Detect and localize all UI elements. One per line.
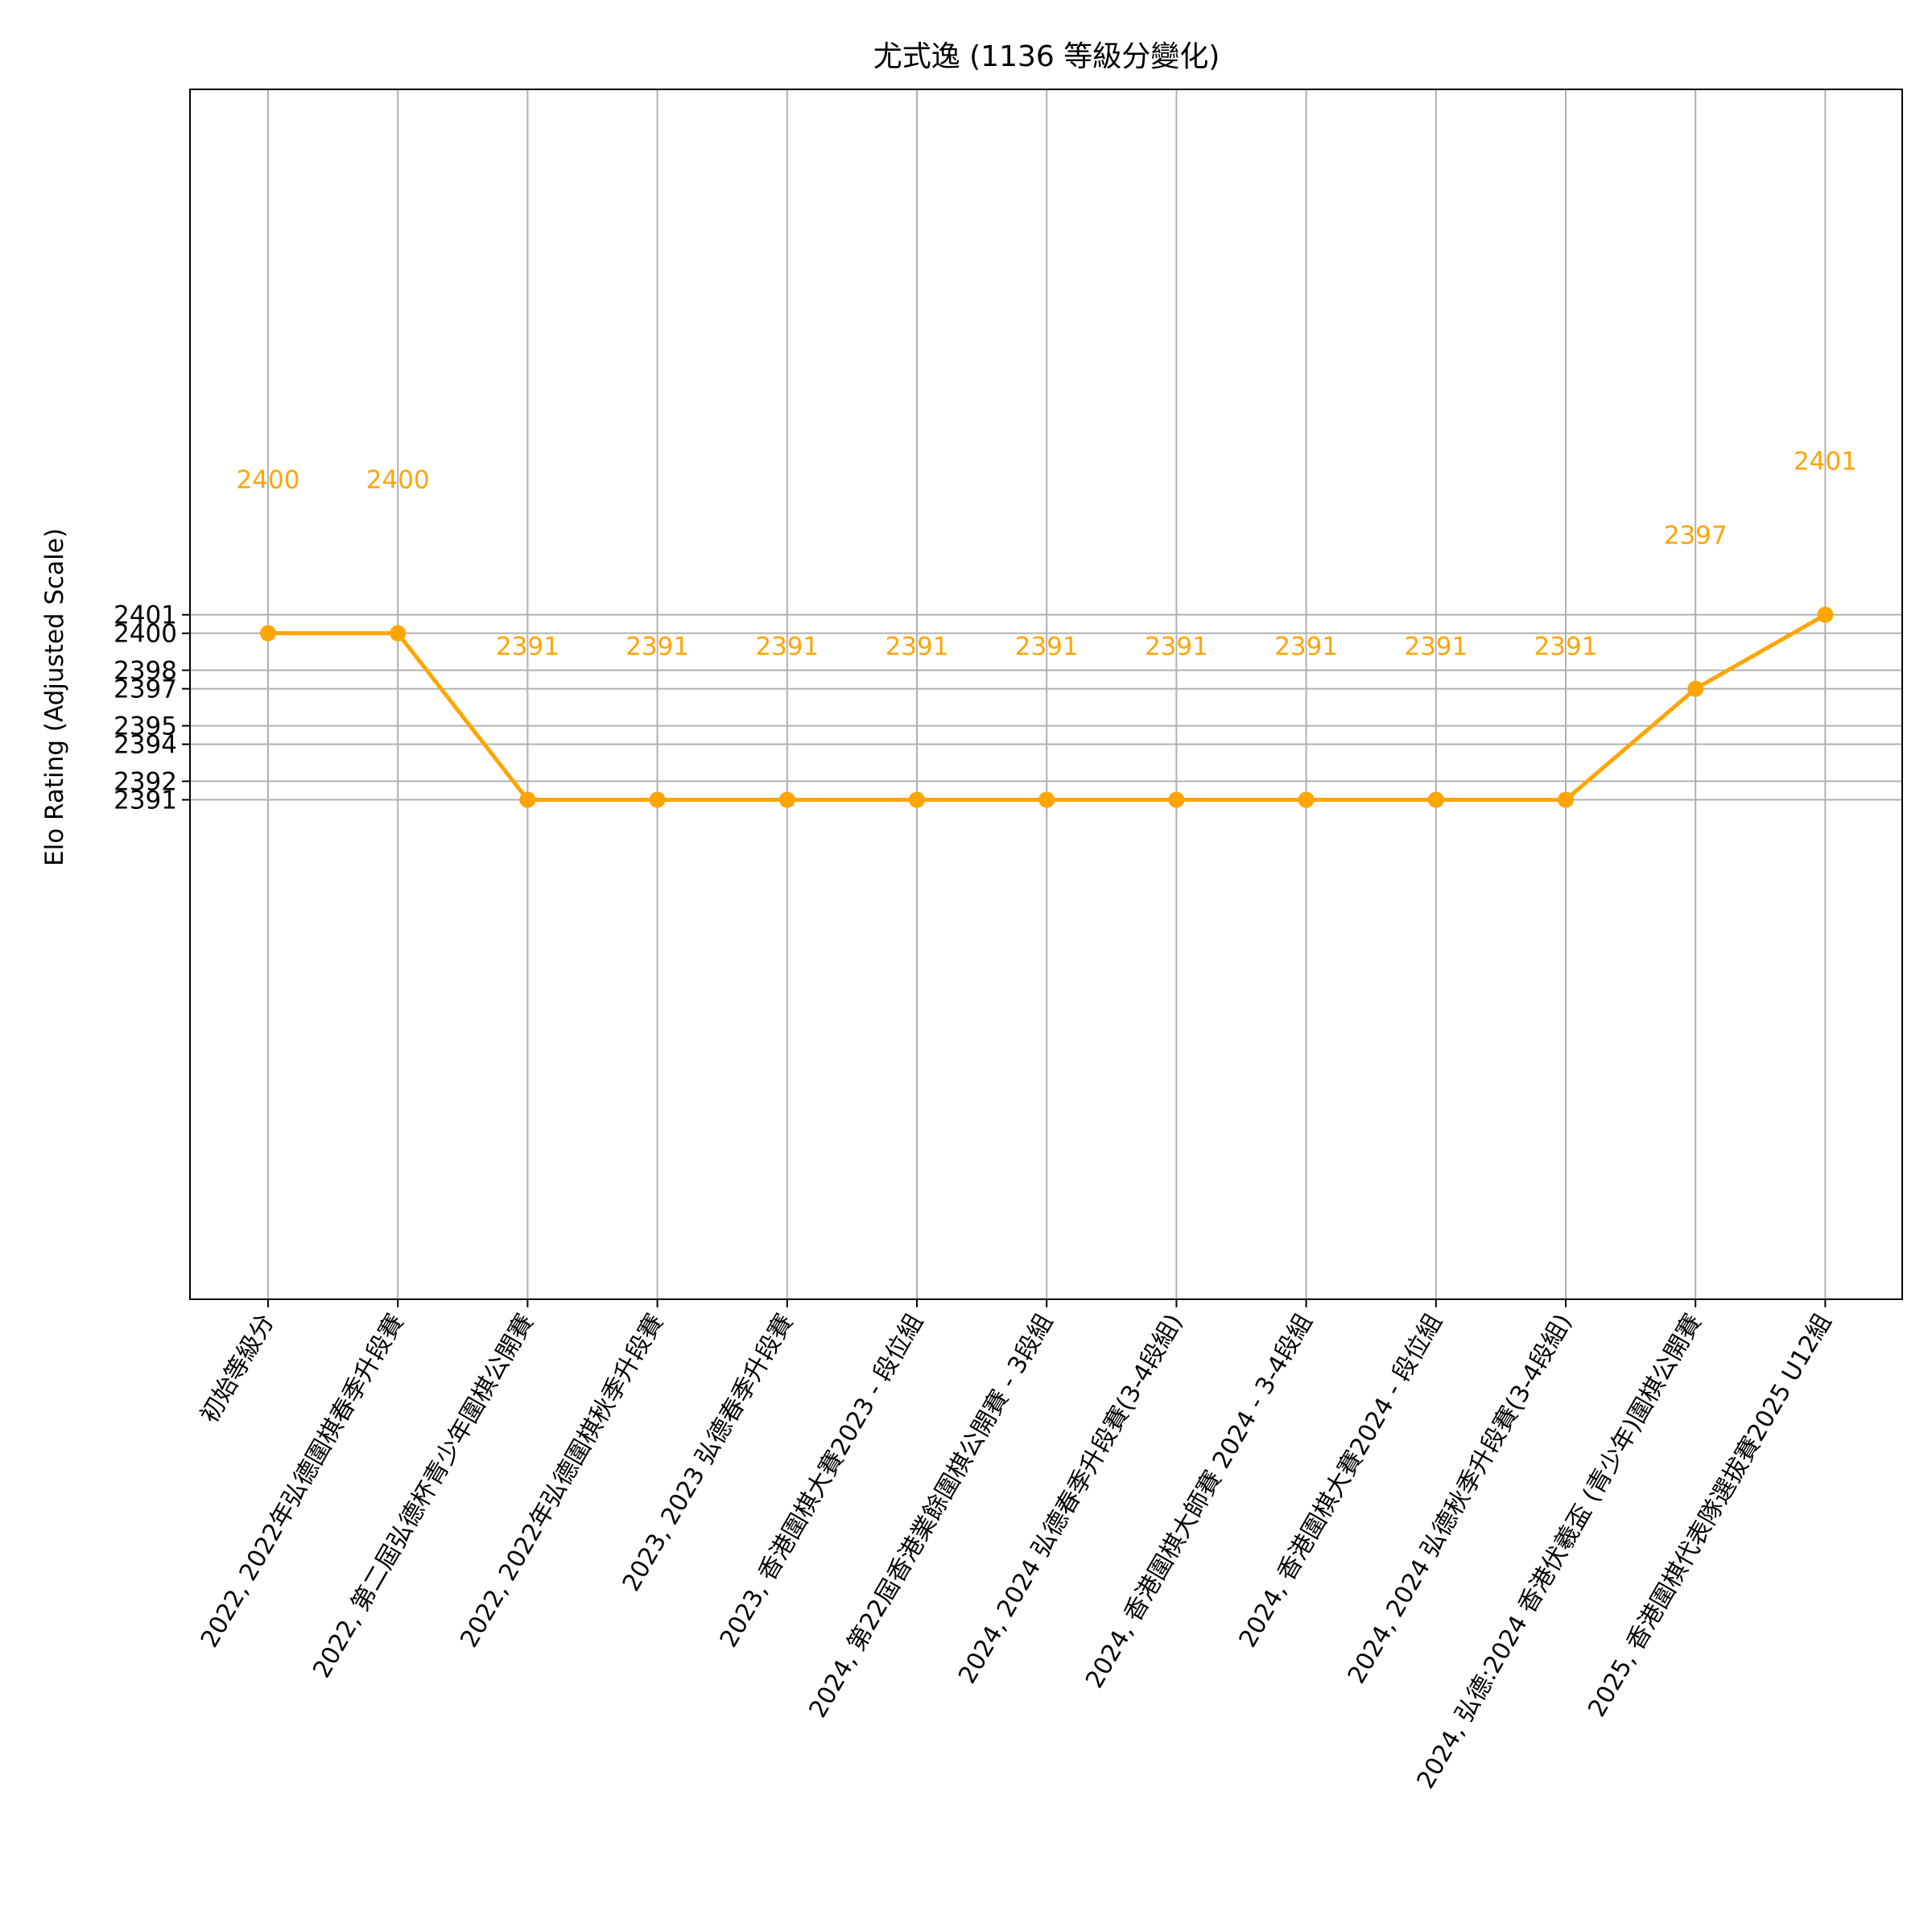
data-point xyxy=(649,791,666,808)
y-axis-label: Elo Rating (Adjusted Scale) xyxy=(40,528,69,866)
series-line-layer xyxy=(260,606,1834,808)
data-point xyxy=(519,791,536,808)
data-labels: 2400 2400 2391 2391 2391 2391 2391 2391 2391 2391… xyxy=(237,448,1857,662)
y-tick-label: 2400 xyxy=(114,620,177,649)
data-label: 2391 xyxy=(886,632,949,661)
data-point xyxy=(1298,791,1315,808)
y-tick-label: 2394 xyxy=(114,731,177,760)
data-label: 2391 xyxy=(1145,632,1208,661)
data-label: 2391 xyxy=(1534,632,1598,661)
data-label: 2400 xyxy=(366,466,430,495)
data-label: 2391 xyxy=(1404,632,1468,661)
data-point xyxy=(1817,606,1834,623)
chart-title: 尤式逸 (1136 等級分變化) xyxy=(873,40,1220,73)
data-point xyxy=(778,791,795,808)
grid-lines xyxy=(190,89,1902,1299)
data-point xyxy=(1687,680,1704,697)
data-label: 2391 xyxy=(755,632,819,661)
y-tick-label: 2398 xyxy=(114,657,177,686)
data-label: 2401 xyxy=(1794,448,1857,477)
y-tick-label: 2401 xyxy=(114,601,177,630)
data-label: 2397 xyxy=(1664,522,1728,551)
data-label: 2391 xyxy=(1015,632,1079,661)
data-point xyxy=(1168,791,1185,808)
y-tick-label: 2392 xyxy=(114,768,177,797)
plot-frame xyxy=(189,89,1903,1300)
data-label: 2391 xyxy=(625,632,689,661)
data-label: 2400 xyxy=(237,466,300,495)
data-point xyxy=(390,625,407,642)
data-point xyxy=(1558,791,1574,808)
data-point xyxy=(1038,791,1055,808)
data-label: 2391 xyxy=(496,632,559,661)
y-tick-label: 2397 xyxy=(114,675,177,704)
y-tick-label: 2391 xyxy=(114,786,177,815)
data-point xyxy=(260,625,276,642)
data-point xyxy=(909,791,925,808)
data-point xyxy=(1427,791,1444,808)
data-label: 2391 xyxy=(1274,632,1338,661)
y-tick-label: 2395 xyxy=(114,712,177,741)
